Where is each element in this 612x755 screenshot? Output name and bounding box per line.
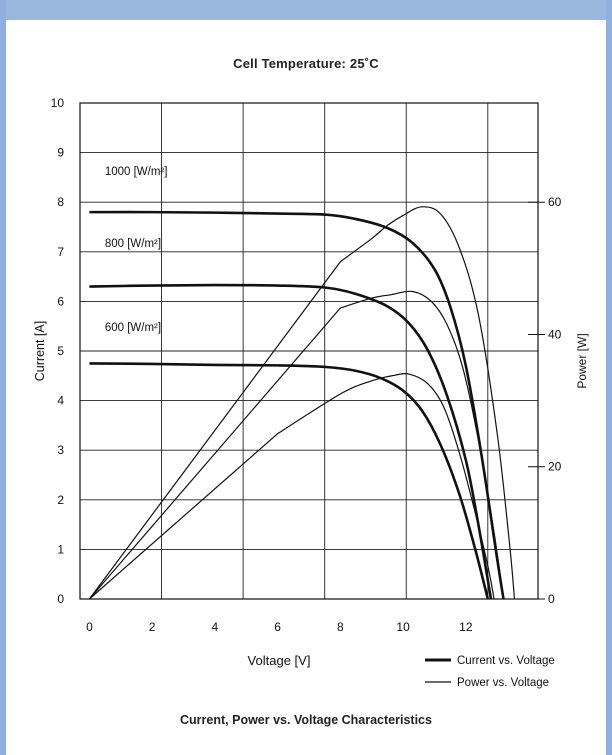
legend-label: Power vs. Voltage bbox=[457, 677, 549, 689]
chart-title: Cell Temperature: 25˚C bbox=[233, 56, 379, 71]
x-tick-label: 12 bbox=[459, 620, 473, 634]
power-curve-3 bbox=[88, 206, 516, 600]
y-tick-label: 7 bbox=[57, 245, 64, 259]
y-tick-label: 9 bbox=[57, 146, 64, 160]
irradiance-label: 1000 [W/m²] bbox=[105, 166, 168, 178]
y2-tick-label: 0 bbox=[548, 592, 555, 606]
current-curve-1 bbox=[89, 283, 493, 600]
x-axis-label: Voltage [V] bbox=[248, 653, 311, 668]
y2-tick-label: 60 bbox=[548, 195, 562, 209]
x-tick-label: 8 bbox=[337, 620, 344, 634]
plot-frame bbox=[79, 102, 539, 600]
header-band bbox=[0, 0, 612, 20]
irradiance-label: 800 [W/m²] bbox=[105, 238, 161, 250]
y-tick-label: 1 bbox=[57, 542, 64, 556]
current-curve-2 bbox=[89, 362, 490, 600]
legend-label: Current vs. Voltage bbox=[457, 655, 555, 667]
x-tick-label: 10 bbox=[396, 620, 410, 634]
y-axis-label: Current [A] bbox=[33, 321, 47, 381]
y-tick-label: 6 bbox=[57, 294, 64, 308]
y-tick-label: 4 bbox=[57, 394, 64, 408]
current-curve-0 bbox=[89, 210, 505, 600]
y-tick-label: 8 bbox=[57, 195, 64, 209]
y-tick-label: 10 bbox=[51, 96, 65, 110]
y-tick-label: 0 bbox=[57, 592, 64, 606]
x-tick-label: 4 bbox=[212, 620, 219, 634]
y2-tick-label: 40 bbox=[548, 327, 562, 341]
y-tick-label: 3 bbox=[57, 443, 64, 457]
x-tick-label: 2 bbox=[149, 620, 156, 634]
y-tick-label: 2 bbox=[57, 493, 64, 507]
power-curve-4 bbox=[88, 290, 505, 600]
y2-tick-label: 20 bbox=[548, 460, 562, 474]
power-curve-5 bbox=[89, 372, 495, 600]
x-tick-label: 0 bbox=[86, 620, 93, 634]
x-tick-label: 6 bbox=[274, 620, 281, 634]
figure-caption: Current, Power vs. Voltage Characteristi… bbox=[180, 713, 432, 727]
y-tick-label: 5 bbox=[57, 344, 64, 358]
right-border bbox=[606, 0, 612, 755]
left-border bbox=[0, 0, 6, 755]
y2-axis-label: Power [W] bbox=[575, 333, 589, 388]
irradiance-label: 600 [W/m²] bbox=[105, 322, 161, 334]
